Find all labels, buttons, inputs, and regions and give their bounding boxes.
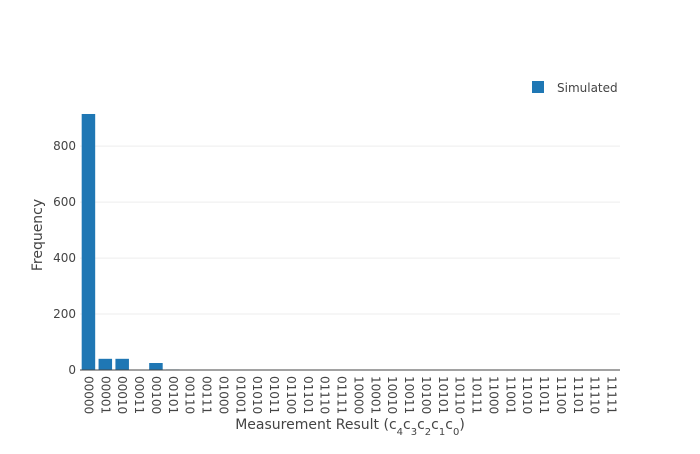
x-tick-label: 00111 — [200, 376, 214, 414]
x-tick-label: 10111 — [470, 376, 484, 414]
gridlines — [80, 146, 620, 314]
x-tick-label: 10100 — [419, 376, 433, 414]
x-tick-label: 00110 — [183, 376, 197, 414]
x-axis-title-char: c — [445, 417, 453, 433]
x-tick-label: 00000 — [81, 376, 95, 414]
x-tick-label: 10000 — [351, 376, 365, 414]
x-tick-label: 01111 — [335, 376, 349, 414]
legend-label: Simulated — [557, 81, 618, 95]
bars — [82, 114, 298, 370]
x-tick-label: 00010 — [115, 376, 129, 414]
x-tick-label: 00011 — [132, 376, 146, 414]
x-axis-title-prefix: Measurement Result ( — [235, 417, 389, 433]
x-tick-label: 10001 — [368, 376, 382, 414]
y-tick-label: 800 — [53, 139, 76, 153]
x-tick-label: 01000 — [216, 376, 230, 414]
x-axis-title-char: c — [403, 417, 411, 433]
x-tick-label: 11011 — [537, 376, 551, 414]
bar[interactable] — [115, 359, 129, 370]
x-tick-label: 11010 — [520, 376, 534, 414]
x-tick-label: 01101 — [301, 376, 315, 414]
x-tick-label: 00101 — [166, 376, 180, 414]
x-tick-label: 11001 — [503, 376, 517, 414]
bar[interactable] — [99, 359, 113, 370]
y-tick-label: 600 — [53, 195, 76, 209]
bar[interactable] — [149, 363, 163, 370]
x-tick-label: 01110 — [318, 376, 332, 414]
x-tick-label: 00001 — [98, 376, 112, 414]
y-axis-title: Frequency — [30, 199, 46, 271]
x-tick-label: 10110 — [453, 376, 467, 414]
x-tick-label: 11111 — [605, 376, 619, 414]
x-tick-label: 11101 — [571, 376, 585, 414]
x-axis-title: Measurement Result (c4c3c2c1c0) — [235, 417, 465, 438]
x-axis-title-suffix: ) — [459, 417, 464, 433]
y-tick-label: 400 — [53, 251, 76, 265]
bar[interactable] — [82, 114, 96, 370]
x-tick-label: 00100 — [149, 376, 163, 414]
legend[interactable]: Simulated — [532, 81, 618, 95]
x-tick-label: 11100 — [554, 376, 568, 414]
x-tick-label: 01100 — [284, 376, 298, 414]
y-tick-label: 200 — [53, 307, 76, 321]
x-tick-label: 01011 — [267, 376, 281, 414]
y-tick-labels: 0 200 400 600 800 — [53, 139, 76, 377]
x-tick-label: 01001 — [233, 376, 247, 414]
x-axis-title-char: c — [431, 417, 439, 433]
x-tick-label: 11000 — [486, 376, 500, 414]
y-tick-label: 0 — [68, 363, 76, 377]
x-axis-title-char: c — [389, 417, 397, 433]
x-tick-label: 10011 — [402, 376, 416, 414]
x-tick-label: 10010 — [385, 376, 399, 414]
x-axis-title-char: c — [417, 417, 425, 433]
x-tick-label: 11110 — [588, 376, 602, 414]
legend-swatch — [532, 81, 544, 93]
x-tick-label: 10101 — [436, 376, 450, 414]
x-tick-label: 01010 — [250, 376, 264, 414]
